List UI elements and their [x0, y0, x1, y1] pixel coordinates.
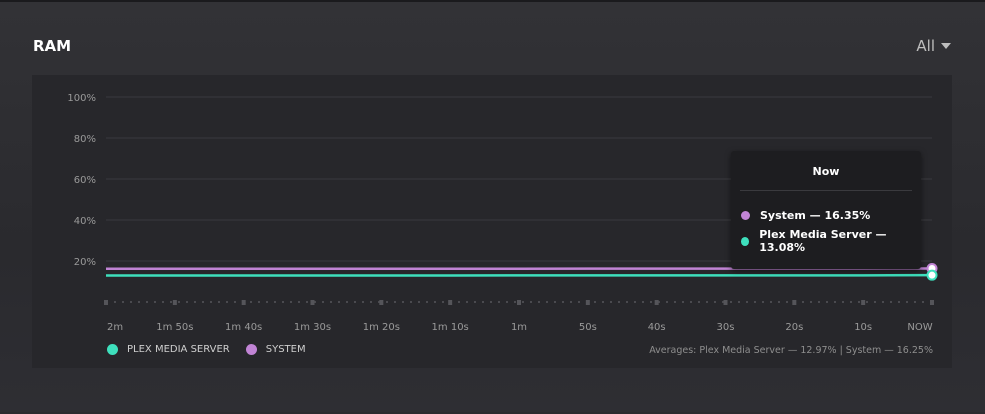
y-tick-label: 80% — [74, 134, 96, 145]
legend-dot-system — [246, 344, 257, 355]
x-tick-label: 1m 40s — [225, 322, 262, 333]
data-point-plex-media-server — [928, 271, 937, 280]
y-tick-label: 20% — [74, 257, 96, 268]
tooltip-text-plex: Plex Media Server — 13.08% — [759, 228, 921, 254]
tooltip-dot-system — [741, 211, 750, 220]
x-tick-label: 30s — [717, 322, 735, 333]
y-tick-label: 60% — [74, 175, 96, 186]
x-tick-mark — [586, 300, 590, 305]
chart-tooltip: Now System — 16.35% Plex Media Server — … — [731, 151, 921, 269]
x-tick-label: 10s — [854, 322, 872, 333]
tooltip-row-plex: Plex Media Server — 13.08% — [741, 228, 921, 254]
x-tick-label: 40s — [648, 322, 666, 333]
x-tick-mark — [930, 300, 934, 305]
x-tick-mark — [655, 300, 659, 305]
y-tick-label: 40% — [74, 216, 96, 227]
chart-legend: PLEX MEDIA SERVER SYSTEM — [107, 344, 322, 355]
x-tick-label: 1m 10s — [432, 322, 469, 333]
x-tick-label: 1m 20s — [363, 322, 400, 333]
x-tick-label: 50s — [579, 322, 597, 333]
x-tick-mark — [792, 300, 796, 305]
legend-label-system: SYSTEM — [266, 344, 306, 355]
tooltip-divider — [740, 190, 912, 191]
tooltip-row-system: System — 16.35% — [741, 209, 870, 222]
x-tick-label: 20s — [785, 322, 803, 333]
y-tick-label: 100% — [67, 93, 96, 104]
x-tick-mark — [448, 300, 452, 305]
x-tick-label: 1m 30s — [294, 322, 331, 333]
x-tick-mark — [242, 300, 246, 305]
x-tick-label: 1m — [511, 322, 527, 333]
x-tick-label: NOW — [907, 322, 932, 333]
legend-dot-plex — [107, 344, 118, 355]
legend-item-system[interactable]: SYSTEM — [246, 344, 306, 355]
x-tick-mark — [379, 300, 383, 305]
legend-label-plex: PLEX MEDIA SERVER — [127, 344, 230, 355]
averages-text: Averages: Plex Media Server — 12.97% | S… — [649, 345, 933, 356]
tooltip-text-system: System — 16.35% — [760, 209, 870, 222]
x-tick-mark — [517, 300, 521, 305]
tooltip-title: Now — [731, 165, 921, 178]
legend-item-plex[interactable]: PLEX MEDIA SERVER — [107, 344, 230, 355]
x-tick-mark — [311, 300, 315, 305]
x-tick-mark — [104, 300, 108, 305]
x-tick-label: 1m 50s — [156, 322, 193, 333]
x-tick-mark — [724, 300, 728, 305]
x-tick-mark — [173, 300, 177, 305]
x-tick-label: 2m — [107, 322, 123, 333]
x-tick-mark — [861, 300, 865, 305]
tooltip-dot-plex — [741, 237, 749, 246]
